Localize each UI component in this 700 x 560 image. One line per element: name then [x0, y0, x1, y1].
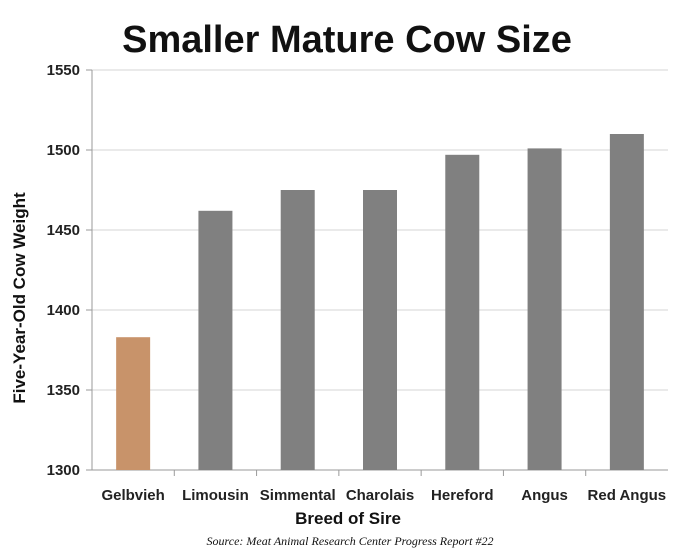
y-axis-title: Five-Year-Old Cow Weight — [10, 192, 29, 404]
axes — [91, 70, 587, 476]
bar-red-angus — [609, 134, 644, 470]
y-tick-labels: 1300 1350 1400 1450 1500 1550 — [47, 62, 80, 479]
bars — [116, 134, 644, 471]
x-category-label: Angus — [521, 487, 568, 504]
source-note: Source: Meat Animal Research Center Prog… — [207, 534, 494, 548]
y-tick-label: 1300 — [47, 462, 80, 479]
y-tick-label: 1550 — [47, 62, 80, 79]
bar-simmental — [280, 190, 315, 470]
bar-gelbvieh — [116, 337, 151, 470]
x-category-label: Simmental — [260, 487, 336, 504]
x-axis-title: Breed of Sire — [295, 509, 401, 528]
y-tick-label: 1400 — [47, 302, 80, 319]
y-tick-label: 1350 — [47, 382, 80, 399]
x-category-label: Gelbvieh — [101, 487, 164, 504]
y-tick-label: 1500 — [47, 142, 80, 159]
x-category-label: Charolais — [346, 487, 414, 504]
x-category-labels: Gelbvieh Limousin Simmental Charolais Herefo… — [101, 487, 666, 504]
bar-hereford — [445, 154, 480, 471]
bar-angus — [527, 148, 562, 470]
chart-title: Smaller Mature Cow Size — [122, 19, 572, 61]
x-category-label: Limousin — [182, 487, 249, 504]
bar-limousin — [198, 210, 233, 471]
y-tick-label: 1450 — [47, 222, 80, 239]
x-category-label: Red Angus — [588, 487, 667, 504]
bar-charolais — [363, 190, 397, 470]
x-category-label: Hereford — [431, 487, 494, 504]
